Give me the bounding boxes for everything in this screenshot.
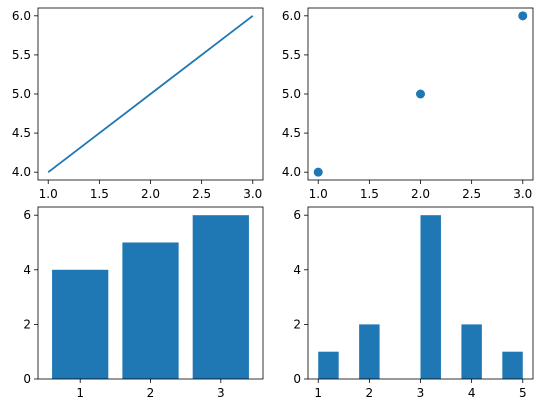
x-tick-label: 1.0 bbox=[39, 187, 58, 201]
x-tick-label: 4 bbox=[468, 386, 476, 400]
y-tick-label: 4 bbox=[293, 263, 301, 277]
histogram-bin bbox=[318, 351, 339, 379]
bar bbox=[122, 242, 179, 379]
x-tick-label: 3 bbox=[417, 386, 425, 400]
subplot-scatter-chart: 1.0 1.5 2.0 2.5 3.0 4.0 4.5 5.0 5.5 6.0 bbox=[282, 7, 534, 201]
y-tick-label: 4.0 bbox=[282, 165, 301, 179]
y-tick-label: 5.0 bbox=[282, 87, 301, 101]
scatter-point bbox=[518, 11, 528, 21]
y-tick-label: 6.0 bbox=[282, 9, 301, 23]
x-tick-label: 2.0 bbox=[411, 187, 430, 201]
x-tick-label: 1.0 bbox=[309, 187, 328, 201]
x-tick-label: 2.5 bbox=[462, 187, 481, 201]
y-tick-label: 4 bbox=[23, 263, 31, 277]
bar bbox=[192, 215, 249, 379]
subplot-line-chart: 1.0 1.5 2.0 2.5 3.0 4.0 4.5 5.0 5.5 6.0 bbox=[12, 7, 264, 201]
subplot-bar-chart: 1 2 3 0 2 4 6 bbox=[23, 206, 264, 400]
x-tick-label: 1 bbox=[314, 386, 322, 400]
histogram-bin bbox=[502, 351, 523, 379]
y-tick-label: 0 bbox=[23, 372, 31, 386]
line-series bbox=[47, 15, 254, 173]
y-tick-label: 6.0 bbox=[12, 9, 31, 23]
y-tick-label: 4.5 bbox=[282, 126, 301, 140]
x-tick-label: 2 bbox=[366, 386, 374, 400]
y-tick-label: 4.5 bbox=[12, 126, 31, 140]
x-tick-label: 5 bbox=[519, 386, 527, 400]
x-tick-label: 2 bbox=[147, 386, 155, 400]
x-tick-label: 3.0 bbox=[243, 187, 262, 201]
y-tick-label: 2 bbox=[293, 317, 301, 331]
x-tick-label: 2.0 bbox=[141, 187, 160, 201]
y-tick-label: 5.0 bbox=[12, 87, 31, 101]
bar bbox=[52, 269, 109, 379]
histogram-bin bbox=[359, 324, 380, 379]
x-tick-label: 1 bbox=[76, 386, 84, 400]
x-tick-label: 1.5 bbox=[360, 187, 379, 201]
y-tick-label: 6 bbox=[23, 208, 31, 222]
y-tick-label: 2 bbox=[23, 317, 31, 331]
subplot-histogram-chart: 1 2 3 4 5 0 2 4 6 bbox=[293, 206, 534, 400]
histogram-bin bbox=[420, 215, 441, 379]
y-tick-label: 5.5 bbox=[282, 48, 301, 62]
x-tick-label: 1.5 bbox=[90, 187, 109, 201]
x-tick-label: 3 bbox=[217, 386, 225, 400]
x-tick-label: 2.5 bbox=[192, 187, 211, 201]
x-tick-label: 3.0 bbox=[513, 187, 532, 201]
scatter-point bbox=[416, 89, 425, 99]
histogram-bin bbox=[461, 324, 482, 379]
scatter-point bbox=[313, 167, 323, 177]
y-tick-label: 6 bbox=[293, 208, 301, 222]
y-tick-label: 0 bbox=[293, 372, 301, 386]
y-tick-label: 4.0 bbox=[12, 165, 31, 179]
y-tick-label: 5.5 bbox=[12, 48, 31, 62]
